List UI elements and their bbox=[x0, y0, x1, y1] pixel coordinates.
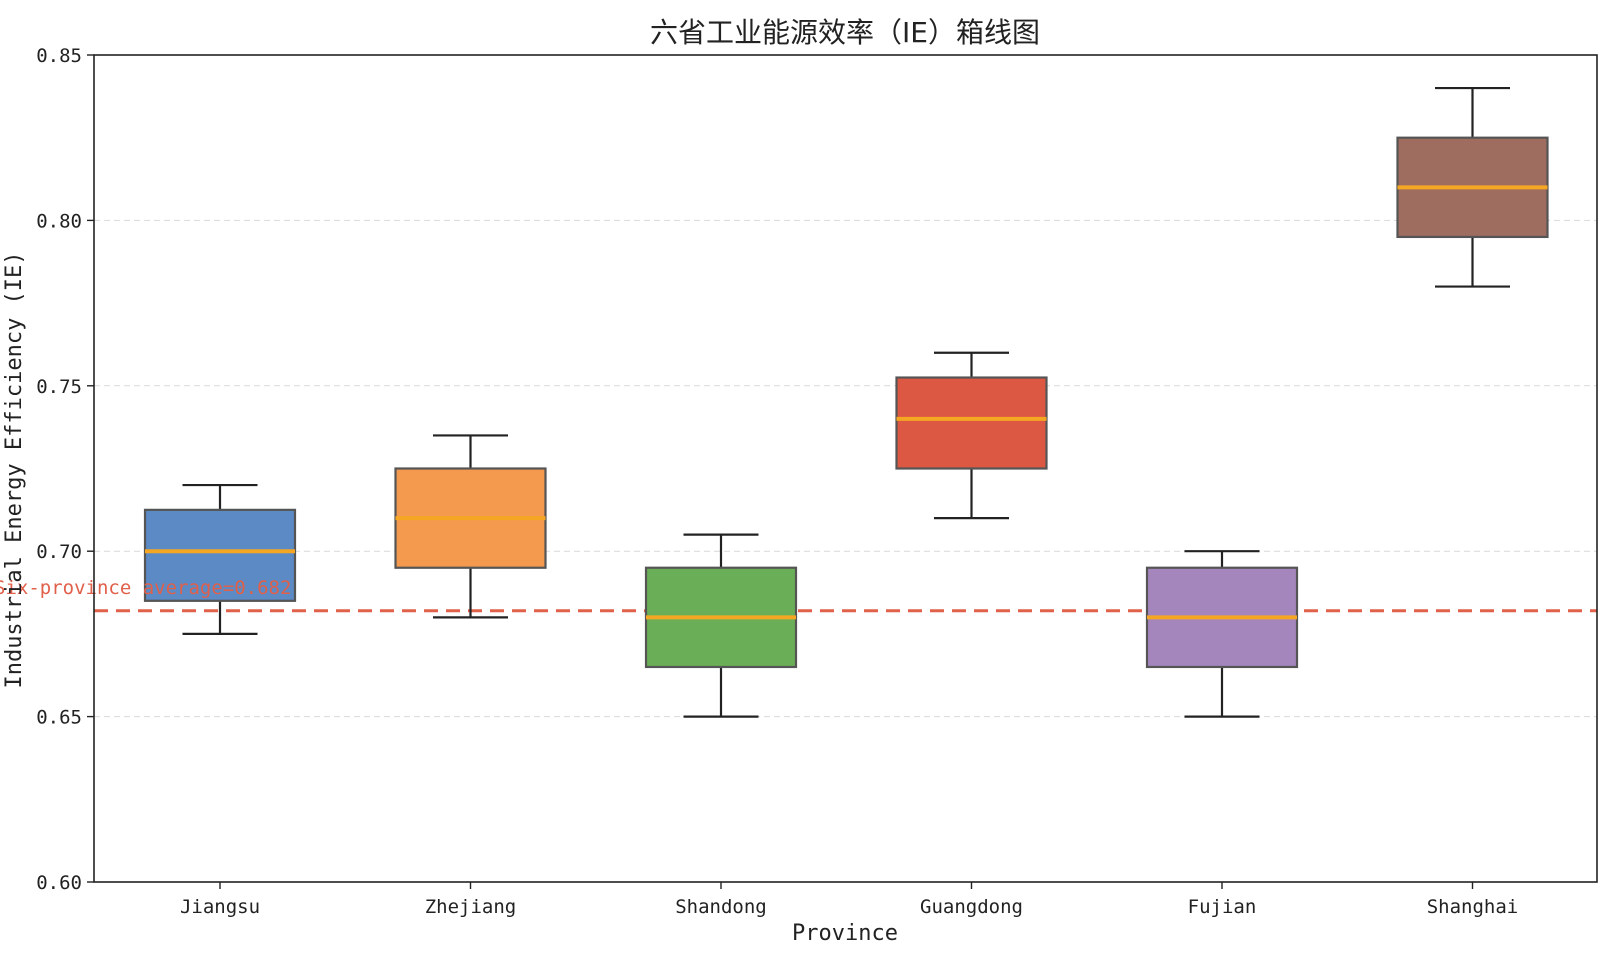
y-tick-label: 0.85 bbox=[36, 45, 82, 67]
box-shandong bbox=[644, 533, 798, 718]
box-iqr bbox=[143, 508, 297, 602]
box-iqr bbox=[895, 376, 1048, 470]
box-guangdong bbox=[895, 351, 1048, 520]
y-axis-ticks: 0.60 0.65 0.70 0.75 0.80 0.85 bbox=[36, 45, 94, 894]
y-tick-label: 0.65 bbox=[36, 707, 82, 729]
grid-lines bbox=[94, 219, 1597, 718]
x-axis-label: Province bbox=[792, 921, 898, 946]
y-tick-label: 0.60 bbox=[36, 872, 82, 894]
chart-title: 六省工业能源效率（IE）箱线图 bbox=[650, 16, 1040, 49]
box-series bbox=[143, 86, 1549, 718]
box-shanghai bbox=[1396, 86, 1549, 288]
y-tick-label: 0.75 bbox=[36, 376, 82, 398]
x-tick-label: Shanghai bbox=[1427, 896, 1519, 918]
x-tick-label: Guangdong bbox=[920, 896, 1023, 918]
y-tick-label: 0.80 bbox=[36, 210, 82, 232]
x-tick-label: Jiangsu bbox=[180, 896, 260, 918]
box-fujian bbox=[1145, 550, 1299, 718]
plot-area-frame bbox=[93, 54, 1598, 883]
x-tick-label: Fujian bbox=[1188, 896, 1257, 918]
box-zhejiang bbox=[394, 434, 547, 619]
y-tick-label: 0.70 bbox=[36, 541, 82, 563]
x-axis-ticks: Jiangsu Zhejiang Shandong Guangdong Fujian Sh… bbox=[180, 882, 1518, 918]
x-tick-label: Zhejiang bbox=[425, 896, 517, 918]
average-reference-label: Six-province average=0.682 bbox=[0, 577, 291, 599]
y-axis-label: Industrial Energy Efficiency (IE) bbox=[2, 251, 27, 688]
x-tick-label: Shandong bbox=[675, 896, 767, 918]
box-jiangsu bbox=[143, 483, 297, 636]
